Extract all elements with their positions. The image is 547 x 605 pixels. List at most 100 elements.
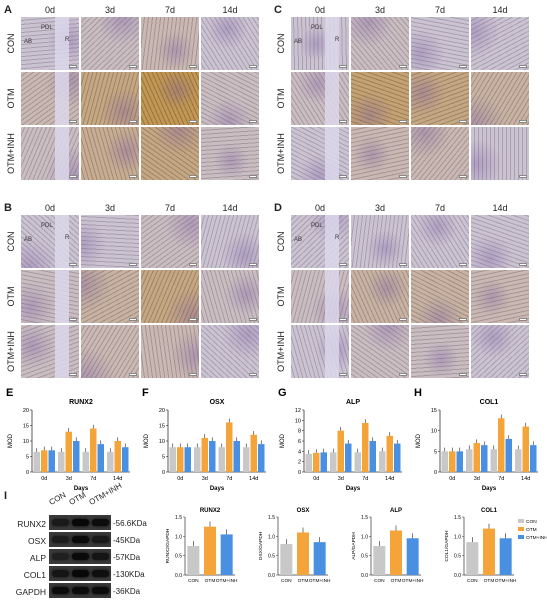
scale-bar — [189, 373, 197, 376]
bar-otm — [177, 447, 184, 472]
chart-title: ALP — [346, 399, 360, 406]
col-label-d-7d: 7d — [434, 203, 445, 213]
micrograph-d-r1-c1 — [350, 269, 410, 324]
row-label-a-2: OTM+INH — [6, 133, 16, 174]
panel-letter-c: C — [274, 4, 282, 16]
bar — [390, 530, 402, 575]
col-label-a-14d: 14d — [222, 5, 238, 15]
scale-bar — [189, 175, 197, 178]
bar-con — [243, 447, 250, 472]
row-label-b-0: CON — [6, 231, 16, 252]
scale-bar — [459, 373, 467, 376]
bar — [499, 538, 512, 575]
chart-title: RUNX2 — [200, 508, 221, 514]
chart-e: E RUNX2 0 5 10 15 20 MOD 0d 3d 7d 14d Days — [6, 387, 130, 492]
bar-con — [58, 451, 65, 472]
blot-band — [72, 553, 89, 560]
y-tick-label: 1.0 — [268, 534, 275, 540]
scale-bar — [519, 120, 527, 123]
x-tick-label: 7d — [362, 476, 368, 482]
col-label-c-0d: 0d — [314, 5, 325, 15]
region-tag-r: R — [65, 37, 70, 43]
micrograph-c-r0-c3 — [470, 16, 530, 71]
blot-band — [92, 587, 109, 594]
micrograph-c-r1-c1 — [350, 71, 410, 126]
y-tick-label: 1.5 — [454, 515, 461, 521]
x-tick-label: 14d — [113, 476, 122, 482]
chart-h: H COL1 0 5 10 15 MOD 0d 3d 7d 14d Days — [414, 387, 538, 492]
root-region — [325, 215, 339, 268]
band-label-gapdh: GAPDH — [15, 587, 46, 597]
panel-letter-e: E — [6, 387, 13, 399]
blot-band — [92, 570, 109, 577]
scale-bar — [129, 318, 137, 321]
scale-bar — [459, 175, 467, 178]
micrograph-b-r2-c1 — [80, 324, 140, 379]
root-region — [55, 127, 69, 180]
bar-con — [441, 451, 448, 472]
scale-bar — [339, 318, 347, 321]
micrograph-a-r0-c2 — [140, 16, 200, 71]
scale-bar — [339, 175, 347, 178]
bar-con — [466, 449, 473, 472]
scale-bar — [189, 263, 197, 266]
micrograph-a-r2-c1 — [80, 126, 140, 181]
x-tick-label: OTM — [391, 578, 402, 584]
col-label-b-0d: 0d — [44, 203, 55, 213]
scale-bar — [189, 120, 197, 123]
y-tick-label: 1.0 — [454, 534, 461, 540]
bar — [373, 546, 386, 575]
bar-otm — [337, 430, 344, 472]
bar-otm-inh — [345, 443, 352, 472]
col-label-d-0d: 0d — [314, 203, 325, 213]
y-axis-label: MOD — [416, 433, 422, 448]
scale-bar — [69, 65, 77, 68]
micrograph-c-r0-c2 — [410, 16, 470, 71]
y-tick-label: 5 — [162, 455, 165, 461]
x-axis-label: Days — [482, 486, 497, 492]
x-tick-label: OTM — [484, 578, 495, 584]
scale-bar — [249, 65, 257, 68]
scale-bar — [459, 65, 467, 68]
micrograph-a-r1-c0 — [20, 71, 80, 126]
blot-band — [92, 553, 109, 560]
micrograph-b-r2-c2 — [140, 324, 200, 379]
micrograph-b-r2-c0 — [20, 324, 80, 379]
scale-bar — [249, 373, 257, 376]
x-tick-label: 0d — [449, 476, 455, 482]
bar-otm-inh — [258, 444, 265, 472]
root-region — [325, 17, 339, 70]
bar-con — [379, 451, 386, 472]
x-axis-label: Days — [346, 486, 361, 492]
chart-title: OSX — [210, 399, 225, 406]
row-label-c-1: OTM — [276, 88, 286, 109]
x-tick-label: OTM+INH — [216, 578, 238, 584]
band-label-alp: ALP — [29, 553, 46, 563]
y-tick-label: 0.5 — [361, 554, 368, 560]
micrograph-a-r2-c2 — [140, 126, 200, 181]
bar-con — [194, 447, 201, 472]
bar-otm — [449, 451, 456, 472]
legend-label: OTM — [526, 527, 537, 533]
region-tag-pdl: PDL — [311, 25, 323, 31]
y-tick-label: 0 — [26, 470, 29, 476]
scale-bar — [69, 318, 77, 321]
bar-otm-inh — [481, 445, 488, 472]
chart-g: G ALP 0 2 4 6 8 10 12 MOD 0d 3d 7d 14d Days — [278, 387, 402, 492]
scale-bar — [459, 120, 467, 123]
panel-letter-f: F — [142, 387, 149, 399]
root-region — [325, 270, 339, 323]
bar-con — [169, 447, 176, 472]
blot-band — [52, 519, 69, 526]
root-region — [55, 215, 69, 268]
micrograph-c-r0-c0: AB PDL R — [290, 16, 350, 71]
blot-band — [52, 536, 69, 543]
micrograph-b-r1-c3 — [200, 269, 260, 324]
col-label-a-0d: 0d — [44, 5, 55, 15]
bar — [466, 542, 479, 575]
row-label-d-2: OTM+INH — [276, 331, 286, 372]
micrograph-a-r1-c1 — [80, 71, 140, 126]
bar-con — [330, 452, 337, 472]
bar — [313, 542, 326, 575]
y-tick-label: 15 — [431, 408, 437, 414]
